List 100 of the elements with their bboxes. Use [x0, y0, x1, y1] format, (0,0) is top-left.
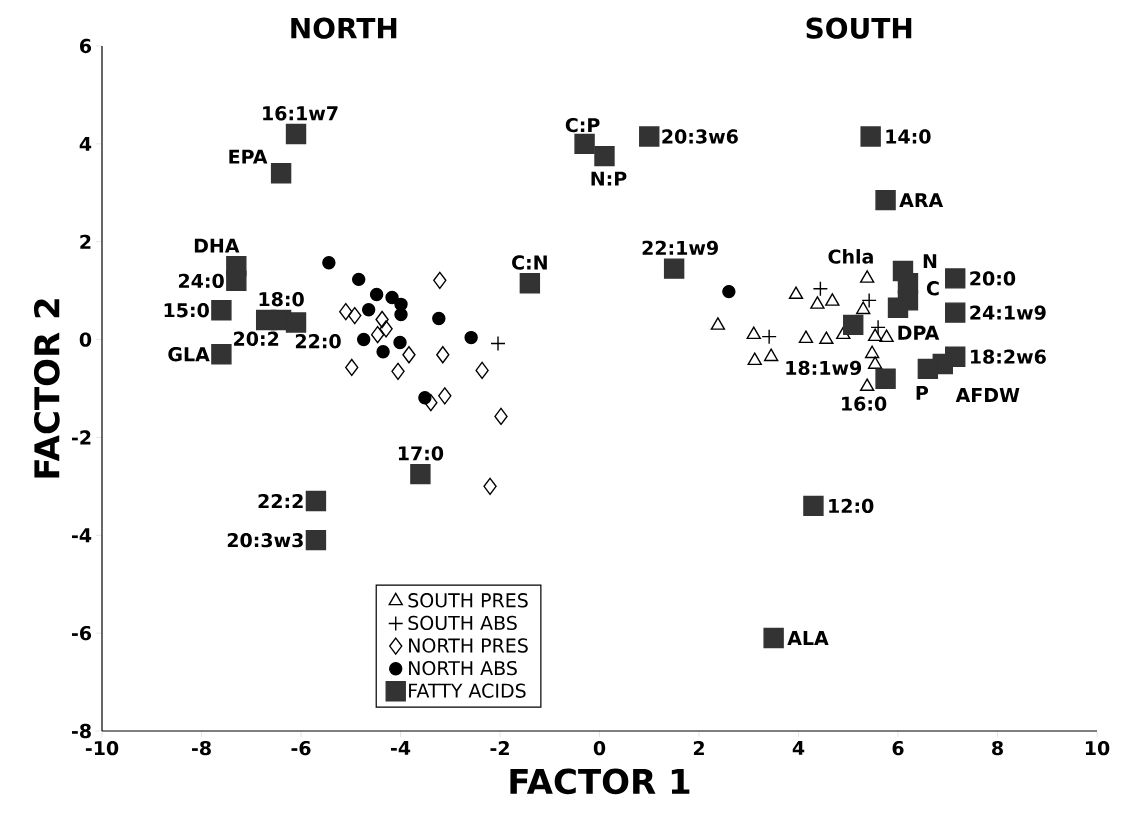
annotation: 22:2	[258, 493, 303, 509]
point	[255, 309, 277, 331]
point	[339, 302, 353, 321]
point	[574, 133, 595, 155]
point	[211, 344, 232, 365]
point	[663, 258, 685, 279]
point	[432, 311, 446, 326]
y-axis-title: FACTOR 2	[33, 299, 60, 478]
point	[464, 330, 478, 345]
point	[859, 378, 875, 391]
point	[494, 407, 508, 426]
point	[819, 331, 834, 345]
point	[519, 273, 541, 294]
point	[305, 529, 327, 551]
y-tick-label: -4	[72, 528, 92, 543]
point	[879, 329, 894, 343]
point	[436, 346, 450, 364]
annotation: 16:0	[842, 396, 887, 411]
point	[418, 391, 432, 405]
point	[897, 273, 919, 294]
legend-label: NORTH ABS	[409, 660, 517, 676]
point	[864, 345, 880, 359]
annotation: 20:2	[234, 331, 279, 346]
point	[859, 270, 875, 283]
point	[438, 387, 452, 405]
y-tick-label: 6	[80, 38, 92, 54]
point	[788, 286, 804, 299]
point	[945, 302, 966, 323]
y-tick-label: -8	[72, 723, 91, 739]
annotation: C	[926, 281, 939, 296]
annotation: 15:0	[164, 303, 209, 318]
point	[860, 126, 881, 147]
point	[490, 335, 506, 352]
point	[639, 126, 660, 147]
annotation: C:N	[512, 255, 547, 270]
annotation: Chla	[828, 249, 873, 264]
point	[356, 332, 371, 347]
x-tick-label: -10	[85, 740, 119, 756]
annotation: 22:1w9	[642, 240, 718, 256]
annotation: 20:0	[970, 271, 1016, 286]
point	[945, 268, 966, 289]
point	[917, 358, 939, 380]
point	[375, 310, 389, 329]
text: NORTH	[291, 17, 397, 39]
point	[391, 362, 405, 381]
y-tick-label: -2	[72, 430, 91, 445]
point	[345, 358, 359, 377]
point	[348, 306, 362, 325]
text: SOUTH	[806, 17, 912, 39]
point	[379, 320, 393, 338]
point	[875, 189, 896, 211]
point	[798, 330, 814, 344]
y-tick-label: 2	[80, 234, 91, 249]
x-tick-label: 10	[1085, 740, 1110, 756]
x-tick-label: -6	[291, 740, 311, 756]
x-tick-label: -2	[490, 740, 509, 756]
y-tick-label: 0	[79, 332, 92, 347]
point	[424, 393, 438, 412]
annotation: 16:1w7	[263, 106, 338, 121]
annotation: 14:0	[886, 129, 931, 144]
legend-label: SOUTH ABS	[408, 615, 517, 631]
point	[352, 272, 366, 287]
x-axis-title: FACTOR 1	[510, 768, 690, 795]
annotation: 20:3w6	[662, 129, 738, 144]
point	[211, 300, 232, 321]
point	[483, 477, 497, 496]
annotation: ARA	[899, 193, 944, 208]
x-tick-label: 6	[892, 740, 904, 756]
y-tick-label: -6	[72, 625, 92, 641]
point	[285, 123, 307, 145]
point	[270, 163, 292, 184]
annotation: 20:3w3	[227, 532, 303, 548]
annotation: 12:0	[829, 498, 874, 514]
point	[376, 345, 390, 359]
point	[887, 297, 909, 318]
annotation: 24:1w9	[970, 305, 1046, 320]
annotation: ALA	[787, 631, 829, 645]
x-tick-label: -4	[390, 740, 411, 755]
point	[763, 348, 779, 362]
point	[803, 495, 824, 517]
point	[385, 290, 399, 305]
x-tick-label: 2	[693, 740, 704, 756]
point	[285, 312, 307, 333]
x-tick-label: 8	[992, 740, 1003, 756]
legend-label: SOUTH PRES	[408, 593, 528, 608]
legend-label: FATTY ACIDS	[409, 683, 526, 698]
point	[825, 293, 840, 306]
point	[763, 627, 784, 649]
point	[594, 145, 615, 167]
point	[393, 335, 407, 350]
point	[410, 463, 431, 485]
point	[867, 328, 883, 342]
annotation: N	[923, 254, 937, 268]
y-tick-label: 4	[79, 136, 92, 151]
point	[433, 271, 447, 290]
annotation: C:P	[565, 117, 600, 133]
point	[322, 256, 336, 270]
x-tick-label: -8	[191, 740, 211, 756]
annotation: 18:0	[259, 292, 304, 307]
point	[361, 303, 376, 317]
